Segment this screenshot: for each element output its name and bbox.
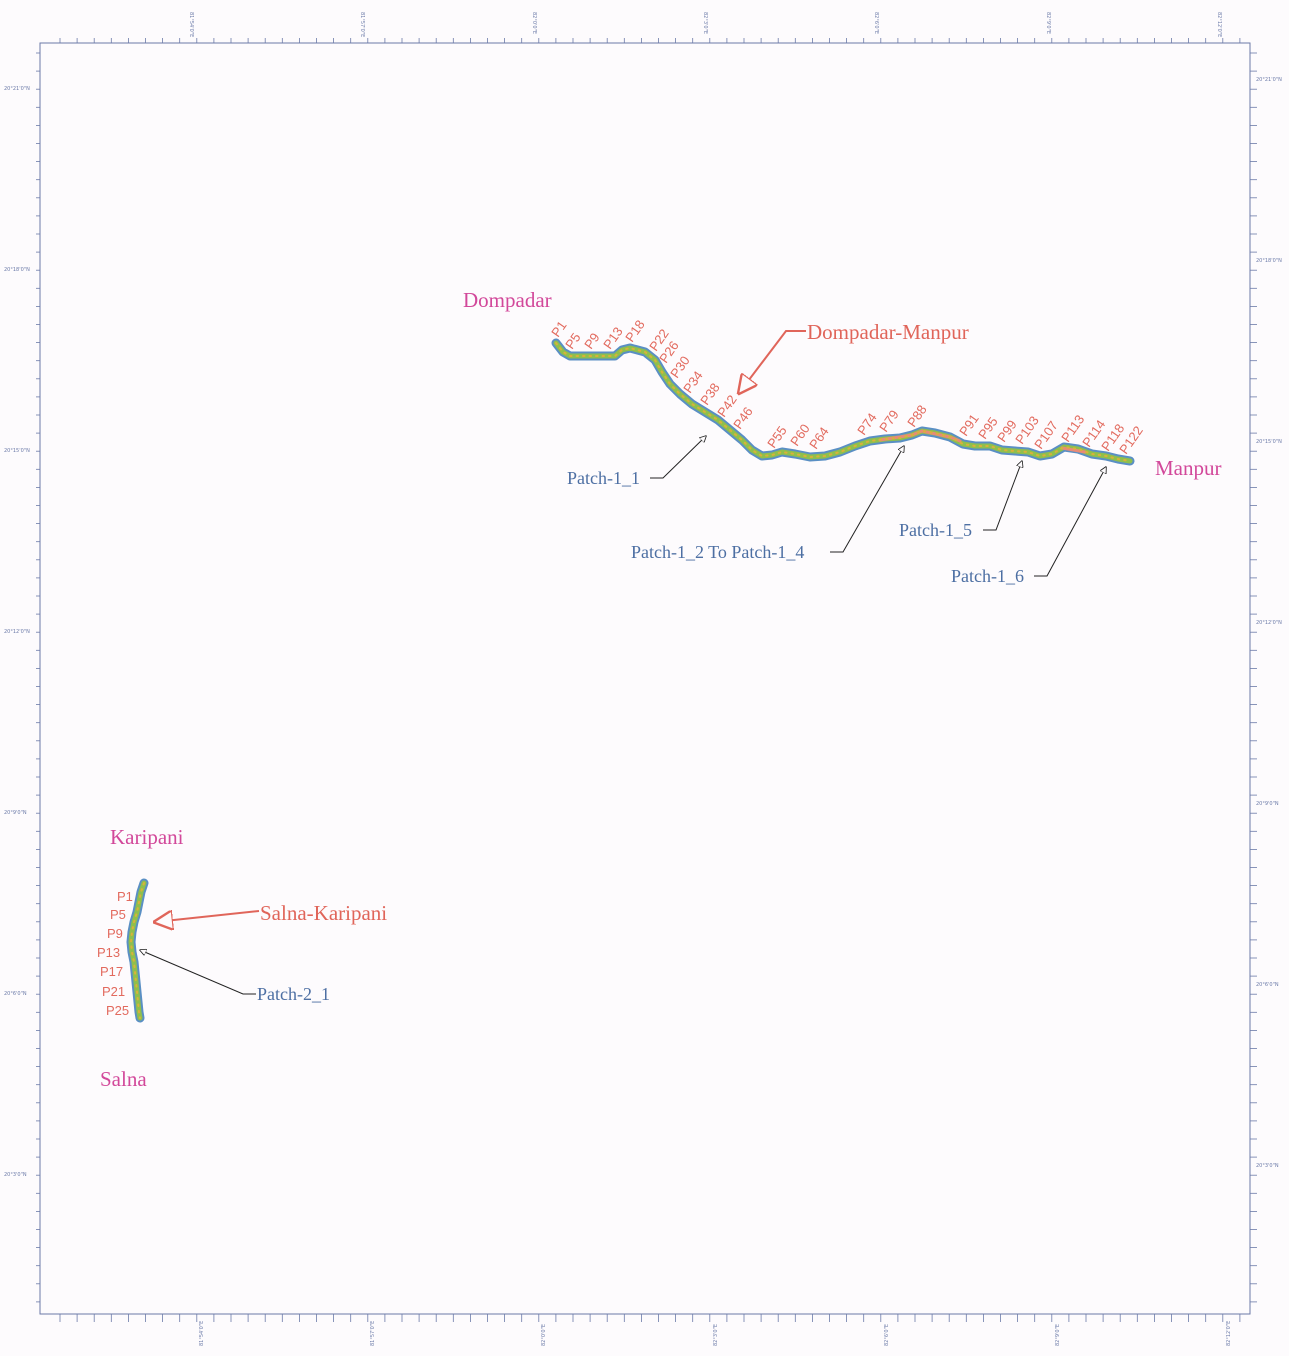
lon-label: 82°9'0"E — [1055, 1324, 1061, 1346]
lon-label: 82°6'0"E — [873, 12, 879, 34]
place-label-karipani: Karipani — [110, 825, 184, 849]
lat-label: 20°18'0"N — [4, 267, 30, 273]
lon-label: 82°9'0"E — [1045, 12, 1051, 34]
pole-label: P25 — [106, 1003, 129, 1018]
place-label-salna: Salna — [100, 1067, 147, 1091]
lon-label: 81°57'0"E — [359, 12, 365, 37]
lat-label: 20°18'0"N — [1256, 258, 1282, 264]
lat-label: 20°9'0"N — [1256, 801, 1279, 807]
pole-label: P9 — [581, 330, 602, 352]
pole-label: P74 — [854, 410, 880, 438]
pole-label: P5 — [110, 907, 126, 922]
lon-label: 82°12'0"E — [1216, 12, 1222, 37]
lat-label: 20°9'0"N — [4, 810, 27, 816]
pole-label: P18 — [622, 317, 648, 345]
route-title-arrow — [155, 910, 260, 922]
route2-pole-labels: P1 P5 P9 P13 P17 P21 P25 — [97, 889, 133, 1018]
patch-label-2-1: Patch-2_1 — [257, 984, 330, 1004]
patch-leader — [983, 461, 1022, 531]
pole-label: P1 — [117, 889, 133, 904]
lon-labels-top: 81°54'0"E 81°57'0"E 82°0'0"E 82°3'0"E 82… — [188, 12, 1222, 37]
route-dompadar-manpur[interactable] — [551, 338, 1135, 466]
lon-label: 82°0'0"E — [531, 12, 537, 34]
route-title-dompadar-manpur: Dompadar-Manpur — [807, 320, 969, 344]
lat-labels-right: 20°21'0"N 20°18'0"N 20°15'0"N 20°12'0"N … — [1256, 77, 1282, 1169]
route-title-arrow — [739, 330, 806, 393]
lat-label: 20°12'0"N — [1256, 620, 1282, 626]
lon-label: 81°54'0"E — [199, 1321, 205, 1346]
map-frame — [39, 42, 1251, 1315]
lat-label: 20°15'0"N — [1256, 439, 1282, 445]
pole-label: P1 — [548, 318, 569, 340]
pole-label: P79 — [876, 407, 902, 435]
lon-label: 82°6'0"E — [884, 1324, 890, 1346]
patch-leader — [650, 436, 706, 479]
lat-label: 20°21'0"N — [4, 86, 30, 92]
lat-label: 20°21'0"N — [1256, 77, 1282, 83]
place-label-dompadar: Dompadar — [463, 288, 552, 312]
lat-label: 20°6'0"N — [1256, 982, 1279, 988]
route-title-salna-karipani: Salna-Karipani — [260, 901, 387, 925]
patch-leader — [140, 950, 256, 995]
place-label-manpur: Manpur — [1155, 456, 1222, 480]
lat-label: 20°15'0"N — [4, 448, 30, 454]
frame-ticks — [36, 38, 1257, 1322]
lon-label: 82°0'0"E — [541, 1324, 547, 1346]
lat-label: 20°3'0"N — [1256, 1163, 1279, 1169]
pole-label: P5 — [562, 330, 583, 352]
pole-label: P17 — [100, 964, 123, 979]
lat-labels-left: 20°21'0"N 20°18'0"N 20°15'0"N 20°12'0"N … — [4, 86, 30, 1178]
pole-label: P88 — [904, 402, 930, 430]
pole-label: P13 — [97, 945, 120, 960]
patch-label-1-6: Patch-1_6 — [951, 566, 1024, 586]
pole-label: P9 — [107, 926, 123, 941]
patch-leader — [1034, 467, 1106, 577]
route-salna-karipani[interactable] — [126, 878, 149, 1023]
lon-label: 82°3'0"E — [702, 12, 708, 34]
patch-label-1-5: Patch-1_5 — [899, 520, 972, 540]
lat-label: 20°6'0"N — [4, 991, 27, 997]
patch-leader — [830, 446, 904, 553]
lon-label: 81°54'0"E — [188, 12, 194, 37]
lat-label: 20°3'0"N — [4, 1172, 27, 1178]
patch-label-1-2-to-1-4: Patch-1_2 To Patch-1_4 — [631, 542, 804, 562]
lon-label: 82°12'0"E — [1226, 1321, 1232, 1346]
pole-label: P55 — [764, 423, 790, 451]
patch-label-1-1: Patch-1_1 — [567, 468, 640, 488]
pole-label: P21 — [102, 984, 125, 999]
lon-label: 82°3'0"E — [713, 1324, 719, 1346]
lat-label: 20°12'0"N — [4, 629, 30, 635]
lon-labels-bottom: 81°54'0"E 81°57'0"E 82°0'0"E 82°3'0"E 82… — [199, 1321, 1232, 1346]
lon-label: 81°57'0"E — [370, 1321, 376, 1346]
